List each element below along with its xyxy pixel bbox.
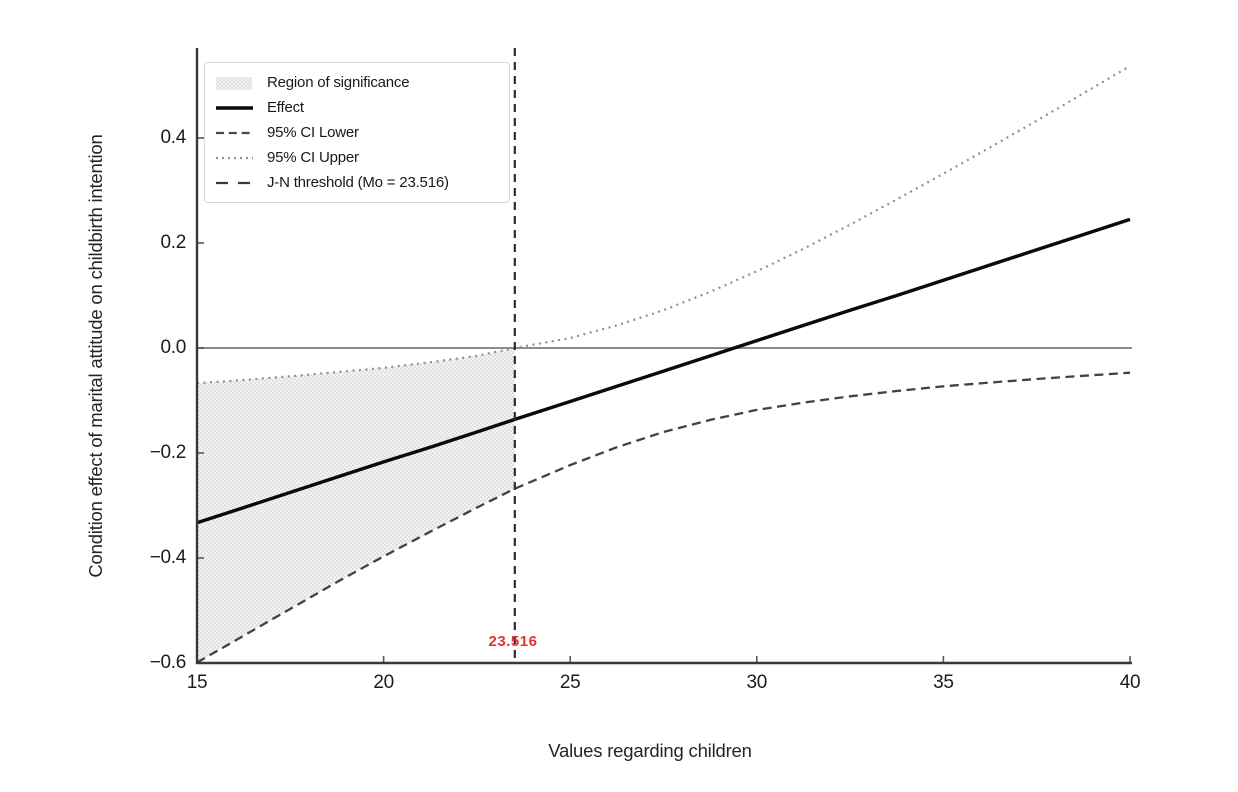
legend-box: Region of significance Effect 95% CI Low… bbox=[204, 62, 510, 203]
y-tick-label: 0.0 bbox=[160, 336, 186, 358]
legend-item-threshold: J-N threshold (Mo = 23.516) bbox=[215, 170, 497, 195]
legend-label-region: Region of significance bbox=[267, 74, 410, 91]
x-tick-label: 35 bbox=[933, 672, 954, 693]
legend-item-effect: Effect bbox=[215, 95, 497, 120]
x-tick-label: 25 bbox=[559, 672, 581, 693]
x-axis-label: Values regarding children bbox=[548, 740, 752, 761]
region-of-significance-area bbox=[197, 348, 515, 663]
legend-item-region: Region of significance bbox=[215, 70, 497, 95]
dashed-line-icon bbox=[216, 131, 253, 134]
legend-item-ci-upper: 95% CI Upper bbox=[215, 145, 497, 170]
y-axis-label: Condition effect of marital attitude on … bbox=[85, 134, 106, 578]
x-tick-label: 20 bbox=[373, 672, 394, 693]
region-patch-icon bbox=[216, 76, 252, 90]
y-tick-label: −0.6 bbox=[149, 652, 187, 673]
jn-threshold-value-label: 23.516 bbox=[488, 633, 538, 650]
dotted-line-icon bbox=[216, 156, 253, 159]
x-tick-label: 40 bbox=[1119, 672, 1141, 693]
legend-label-effect: Effect bbox=[267, 99, 304, 116]
legend-item-ci-lower: 95% CI Lower bbox=[215, 120, 497, 145]
legend-label-ci-upper: 95% CI Upper bbox=[267, 149, 359, 166]
axis-frame bbox=[195, 48, 1132, 665]
y-tick-label: 0.4 bbox=[160, 126, 186, 148]
y-tick-label: 0.2 bbox=[160, 231, 186, 253]
effect-line bbox=[196, 217, 1131, 525]
long-dash-line-icon bbox=[216, 181, 253, 184]
x-tick-label: 30 bbox=[746, 672, 768, 693]
x-tick-label: 15 bbox=[186, 672, 208, 693]
y-tick-label: −0.4 bbox=[149, 546, 187, 568]
y-tick-label: −0.2 bbox=[149, 441, 187, 463]
ci-lower-line bbox=[196, 371, 1131, 664]
legend-label-ci-lower: 95% CI Lower bbox=[267, 124, 359, 141]
legend-label-threshold: J-N threshold (Mo = 23.516) bbox=[267, 174, 449, 191]
solid-line-icon bbox=[216, 105, 253, 110]
